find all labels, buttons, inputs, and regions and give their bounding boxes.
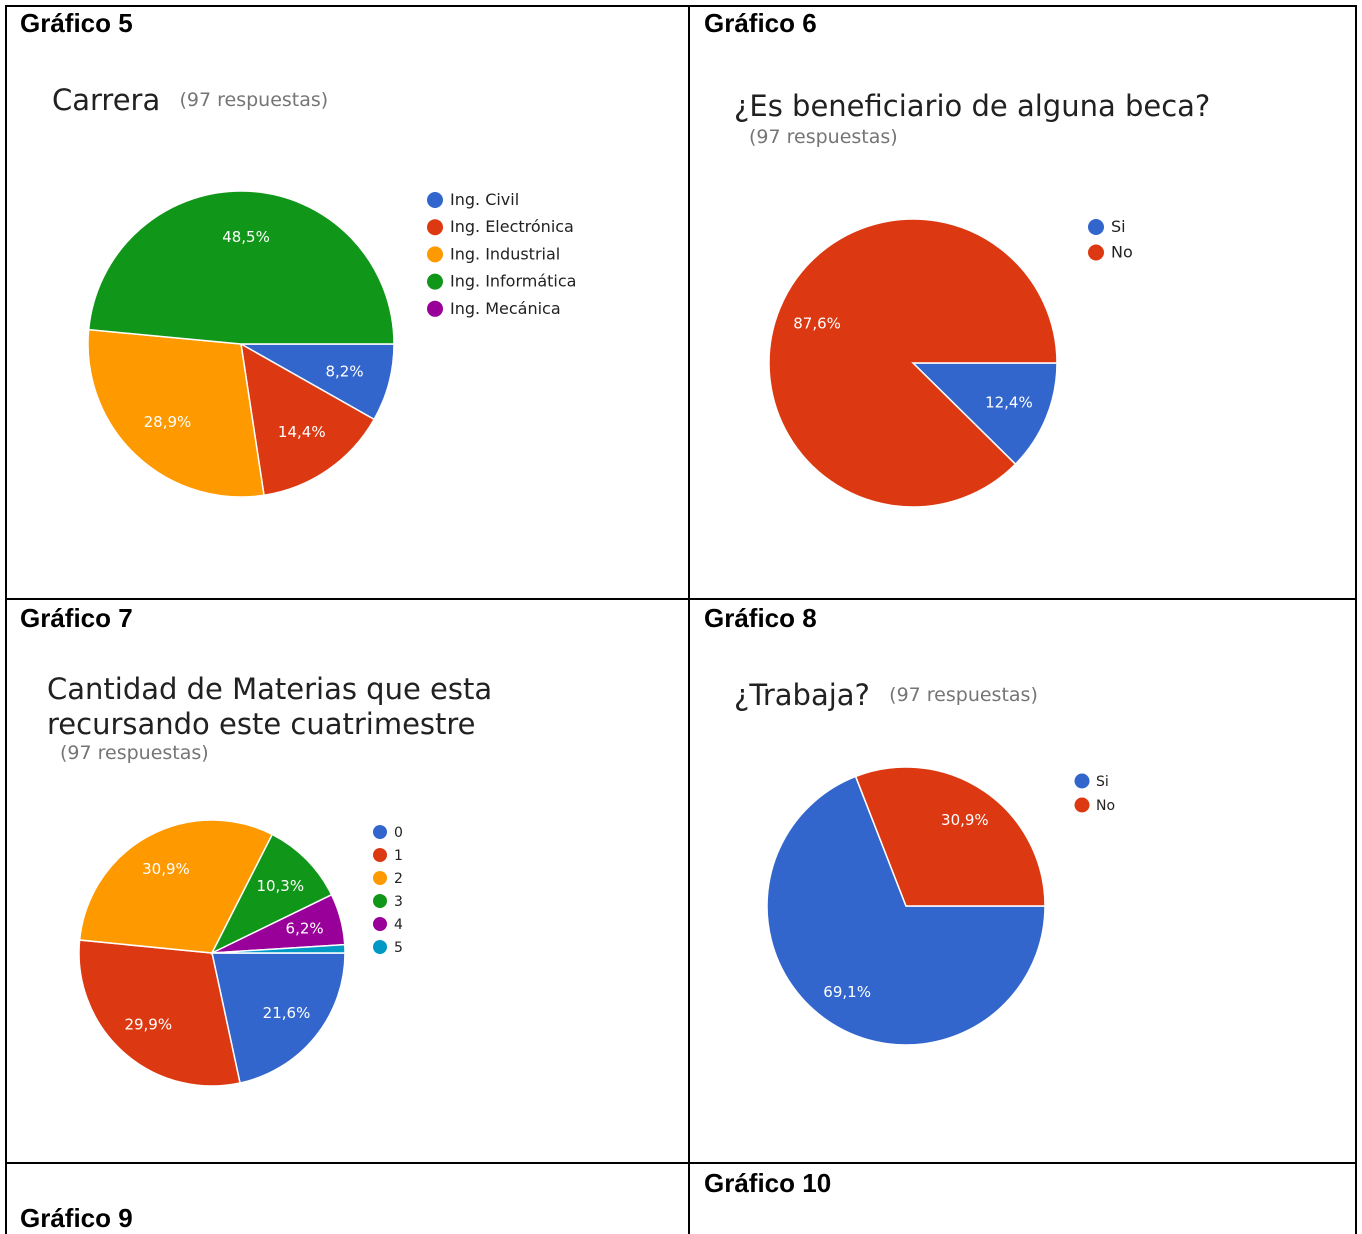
chart-title: ¿Es beneficiario de alguna beca? bbox=[734, 89, 1211, 123]
chart-title: ¿Trabaja? (97 respuestas) bbox=[734, 677, 1038, 717]
pie-slice bbox=[87, 190, 395, 345]
slice-percent-label: 6,2% bbox=[286, 920, 324, 938]
chart-title-line-2: recursando este cuatrimestre bbox=[47, 707, 476, 741]
chart-title-text: Carrera bbox=[52, 83, 161, 117]
slice-percent-label: 21,6% bbox=[263, 1004, 311, 1022]
legend-label: No bbox=[1111, 243, 1133, 262]
row-divider bbox=[5, 1162, 1357, 1164]
slice-percent-label: 87,6% bbox=[793, 315, 841, 333]
legend-label: 1 bbox=[394, 848, 403, 864]
legend-swatch bbox=[427, 219, 443, 236]
legend-swatch bbox=[1088, 219, 1104, 235]
figure-heading: Gráfico 5 bbox=[20, 8, 133, 38]
legend-label: Ing. Informática bbox=[450, 272, 576, 291]
pie-slice bbox=[78, 819, 274, 954]
legend-label: Si bbox=[1111, 217, 1126, 236]
slice-percent-label: 69,1% bbox=[823, 983, 871, 1001]
column-divider bbox=[688, 5, 690, 1234]
slice-percent-label: 30,9% bbox=[142, 860, 190, 878]
pie-slice bbox=[87, 328, 265, 498]
legend-label: No bbox=[1096, 798, 1115, 814]
legend-swatch bbox=[1074, 797, 1090, 813]
slice-percent-label: 14,4% bbox=[278, 423, 326, 441]
chart-subtitle: (97 respuestas) bbox=[889, 684, 1038, 706]
legend-swatch bbox=[427, 300, 443, 317]
legend-swatch bbox=[373, 825, 387, 839]
figure-heading: Gráfico 7 bbox=[20, 603, 133, 633]
figure-heading: Gráfico 9 bbox=[20, 1203, 133, 1233]
pie-slice bbox=[854, 766, 1046, 907]
slice-percent-label: 30,9% bbox=[941, 811, 989, 829]
legend-label: Ing. Electrónica bbox=[450, 217, 574, 236]
slice-percent-label: 12,4% bbox=[985, 393, 1033, 411]
chart-title-line-1: Cantidad de Materias que esta bbox=[47, 672, 493, 706]
legend-label: Ing. Mecánica bbox=[450, 299, 561, 318]
figure-heading: Gráfico 10 bbox=[704, 1168, 832, 1198]
legend-label: Ing. Industrial bbox=[450, 244, 560, 263]
legend-label: 5 bbox=[394, 940, 403, 956]
legend-label: 0 bbox=[394, 825, 403, 841]
chart-subtitle: (97 respuestas) bbox=[179, 89, 329, 111]
pie-slice bbox=[911, 362, 1058, 466]
pie-slice bbox=[211, 952, 346, 1084]
chart-title-text: ¿Trabaja? bbox=[734, 678, 870, 712]
legend-swatch bbox=[427, 192, 443, 208]
slice-percent-label: 48,5% bbox=[222, 228, 270, 246]
legend-swatch bbox=[427, 273, 443, 290]
pie-slice bbox=[766, 775, 1046, 1046]
legend-swatch bbox=[373, 848, 387, 862]
legend-swatch bbox=[373, 894, 387, 908]
pie-slice bbox=[240, 342, 376, 497]
chart-subtitle: (97 respuestas) bbox=[60, 742, 209, 764]
figure-heading: Gráfico 6 bbox=[704, 8, 817, 38]
pie-slice bbox=[768, 218, 1058, 508]
slice-percent-label: 10,3% bbox=[256, 877, 304, 895]
chart-title: Carrera (97 respuestas) bbox=[52, 82, 328, 122]
row-divider bbox=[5, 598, 1357, 600]
legend-swatch bbox=[427, 246, 443, 263]
legend-swatch bbox=[373, 917, 387, 931]
legend-swatch bbox=[1088, 244, 1104, 261]
legend-label: Si bbox=[1096, 774, 1109, 790]
legend-label: Ing. Civil bbox=[450, 190, 519, 209]
slice-percent-label: 28,9% bbox=[144, 413, 192, 431]
chart-subtitle: (97 respuestas) bbox=[749, 126, 898, 148]
legend-swatch bbox=[373, 871, 387, 885]
legend-label: 4 bbox=[394, 917, 403, 933]
pie-slice bbox=[210, 833, 333, 955]
slice-percent-label: 8,2% bbox=[326, 362, 364, 380]
pie-slice bbox=[211, 943, 346, 954]
pie-slice bbox=[78, 939, 241, 1087]
figure-heading: Gráfico 8 bbox=[704, 603, 817, 633]
slice-percent-label: 29,9% bbox=[124, 1015, 172, 1033]
legend-swatch bbox=[1074, 773, 1090, 789]
legend-swatch bbox=[373, 940, 387, 954]
legend-label: 3 bbox=[394, 894, 403, 910]
figure-table bbox=[5, 5, 1357, 1234]
legend-label: 2 bbox=[394, 871, 403, 887]
